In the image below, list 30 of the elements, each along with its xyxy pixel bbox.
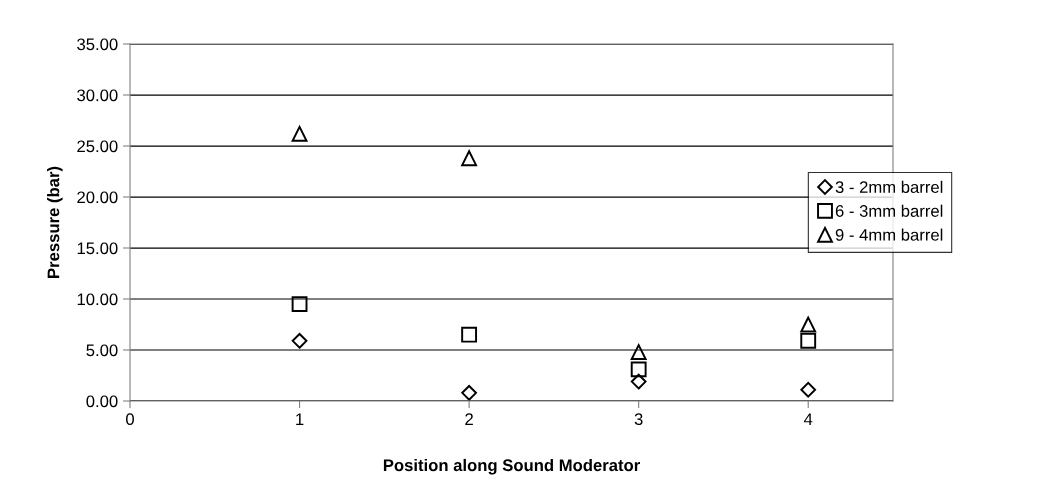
point xyxy=(800,332,817,349)
point xyxy=(630,344,647,360)
point xyxy=(291,332,308,349)
point xyxy=(630,361,647,378)
y-tick-label: 30.00 xyxy=(77,89,118,102)
x-tick-label: 3 xyxy=(634,413,643,426)
x-tick-label: 4 xyxy=(803,413,813,425)
point xyxy=(291,296,308,313)
y-tick-label: 35.00 xyxy=(77,38,118,51)
y-tick-label: 0.00 xyxy=(86,395,118,408)
legend-label: 3 - 2mm barrel xyxy=(835,180,943,194)
y-tick-label: 20.00 xyxy=(77,191,118,204)
point xyxy=(630,373,647,390)
x-tick-label: 2 xyxy=(465,413,473,425)
x-tick-label: 0 xyxy=(126,413,134,426)
point xyxy=(461,150,478,167)
y-tick-label: 10.00 xyxy=(77,293,118,306)
point xyxy=(461,385,477,401)
point xyxy=(461,326,478,343)
y-axis-title: Pressure (bar) xyxy=(47,166,63,278)
x-axis-title: Position along Sound Moderator xyxy=(383,458,640,475)
y-tick-label: 5.00 xyxy=(86,344,118,357)
point xyxy=(800,316,817,333)
point xyxy=(291,125,308,142)
y-tick-label: 15.00 xyxy=(77,242,118,255)
x-tick-label: 1 xyxy=(296,413,304,425)
point xyxy=(800,381,817,398)
y-tick-label: 25.00 xyxy=(77,140,118,153)
legend-label: 6 - 3mm barrel xyxy=(835,204,943,217)
legend-label: 9 - 4mm barrel xyxy=(835,228,943,241)
